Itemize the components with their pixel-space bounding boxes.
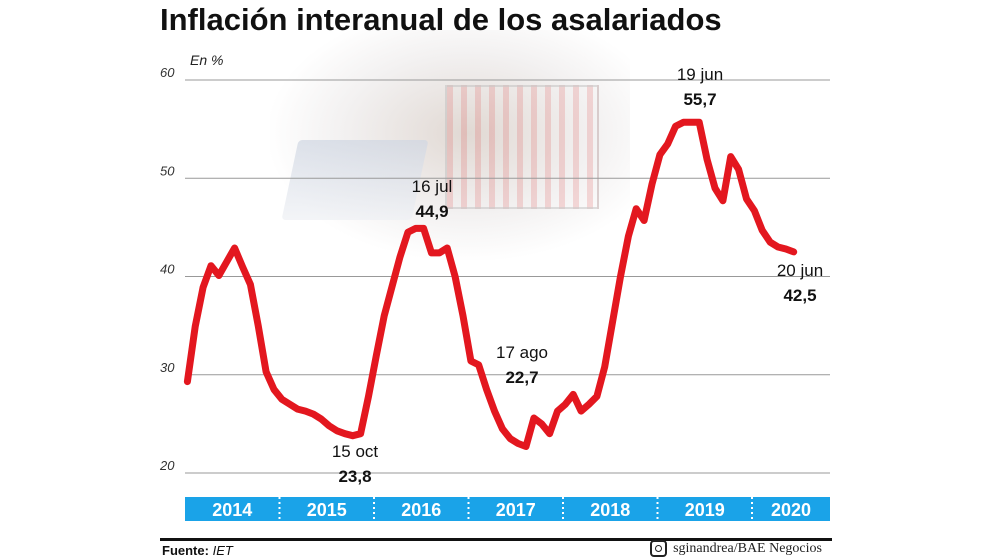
y-tick-label: 20 xyxy=(159,458,175,473)
annotation-value: 44,9 xyxy=(415,202,448,221)
y-tick-label: 50 xyxy=(160,163,175,178)
shopping-cart-image xyxy=(445,85,599,209)
y-tick-label: 60 xyxy=(160,65,175,80)
x-tick-label: 2020 xyxy=(771,500,811,520)
source: Fuente: IET xyxy=(162,543,233,558)
annotation-date: 19 jun xyxy=(677,65,723,84)
x-tick-label: 2014 xyxy=(212,500,252,520)
x-tick-label: 2019 xyxy=(685,500,725,520)
y-axis-unit: En % xyxy=(190,52,224,68)
y-tick-label: 30 xyxy=(160,360,175,375)
x-tick-label: 2015 xyxy=(307,500,347,520)
source-value: IET xyxy=(212,543,233,558)
credit-text: sginandrea/BAE Negocios xyxy=(673,540,822,556)
y-tick-label: 40 xyxy=(160,262,175,277)
chart-title: Inflación interanual de los asalariados xyxy=(160,2,722,37)
x-tick-label: 2017 xyxy=(496,500,536,520)
annotation-date: 16 jul xyxy=(412,177,453,196)
annotation-date: 15 oct xyxy=(332,442,379,461)
x-tick-label: 2018 xyxy=(590,500,630,520)
year-axis-bar xyxy=(185,497,830,521)
source-label: Fuente: xyxy=(162,543,209,558)
annotation-date: 17 ago xyxy=(496,343,548,362)
footer-divider xyxy=(160,538,832,541)
x-tick-label: 2016 xyxy=(401,500,441,520)
credit: sginandrea/BAE Negocios xyxy=(650,540,822,557)
annotation-value: 23,8 xyxy=(338,467,371,486)
annotation-value: 22,7 xyxy=(505,368,538,387)
annotation-value: 55,7 xyxy=(683,90,716,109)
instagram-icon xyxy=(650,540,668,557)
annotation-date: 20 jun xyxy=(777,261,823,280)
series-line xyxy=(183,118,798,450)
annotation-value: 42,5 xyxy=(783,286,816,305)
